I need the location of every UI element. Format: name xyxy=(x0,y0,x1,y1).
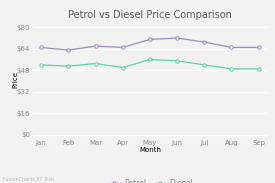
Title: Petrol vs Diesel Price Comparison: Petrol vs Diesel Price Comparison xyxy=(68,10,232,20)
Text: FusionCharts XT Trial: FusionCharts XT Trial xyxy=(3,177,54,182)
Y-axis label: Price: Price xyxy=(12,71,18,88)
Legend: Petrol, Diesel: Petrol, Diesel xyxy=(103,176,196,183)
X-axis label: Month: Month xyxy=(139,147,161,153)
